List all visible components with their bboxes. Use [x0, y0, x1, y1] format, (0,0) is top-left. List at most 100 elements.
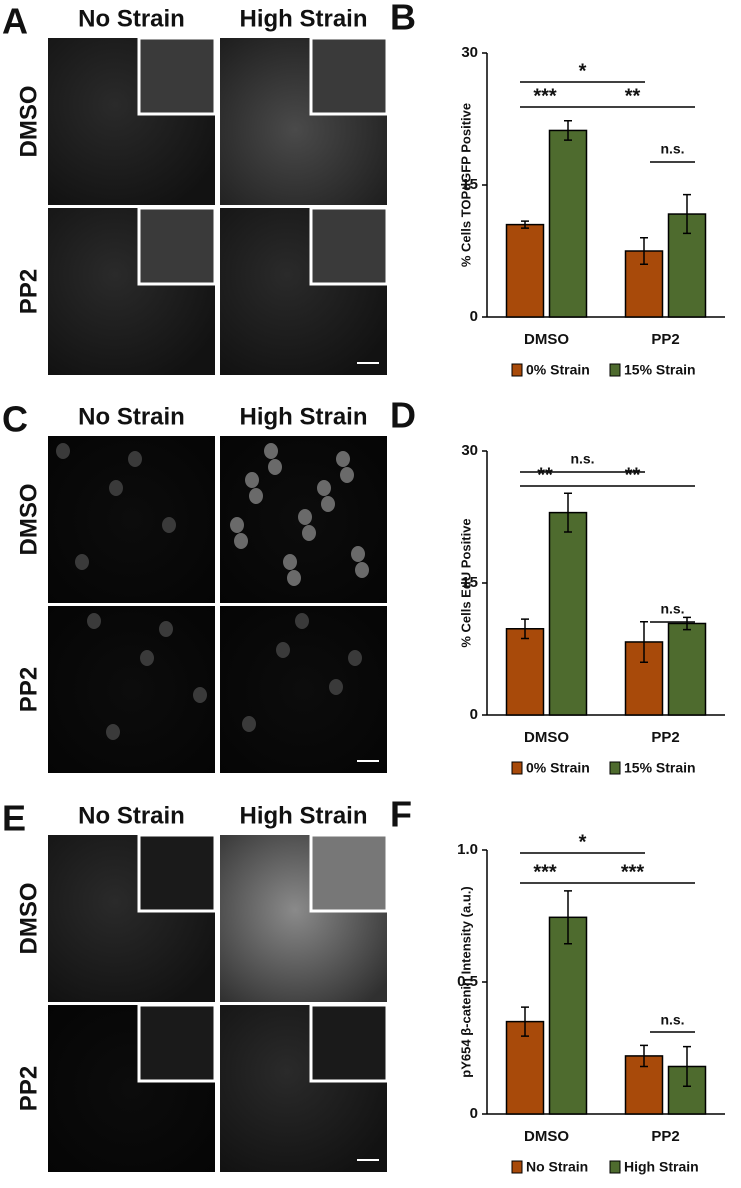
significance-label: ** [625, 464, 641, 486]
column-header: No Strain [78, 802, 185, 829]
legend-swatch [609, 363, 621, 377]
nucleus [355, 562, 369, 578]
nucleus [302, 525, 316, 541]
column-header: No Strain [78, 403, 185, 430]
error-bar [521, 1006, 529, 1037]
nucleus [230, 517, 244, 533]
error-bar [640, 237, 648, 265]
y-tick-label: 15 [461, 176, 478, 193]
panel-letter: E [2, 798, 26, 839]
nucleus [140, 650, 154, 666]
x-tick-label: PP2 [651, 729, 679, 746]
panel-letter: F [390, 794, 412, 835]
error-bar [521, 220, 529, 229]
panel-letter: B [390, 0, 416, 38]
x-tick-label: DMSO [524, 729, 569, 746]
nucleus [264, 443, 278, 459]
row-label: PP2 [15, 1066, 42, 1111]
nucleus [162, 517, 176, 533]
bar [548, 916, 588, 1115]
error-bar [640, 1044, 648, 1068]
row-label: DMSO [15, 86, 42, 158]
significance-label: ** [537, 464, 553, 486]
significance-label: *** [533, 861, 557, 883]
micrograph [48, 606, 215, 773]
bar [505, 223, 545, 318]
y-tick-label: 1.0 [457, 841, 478, 858]
significance-label: *** [533, 85, 557, 107]
column-header: High Strain [239, 5, 367, 32]
bar [548, 511, 588, 716]
error-bar [564, 492, 572, 533]
inset [137, 833, 217, 913]
nucleus [128, 451, 142, 467]
legend-swatch [511, 1160, 523, 1174]
x-tick-label: DMSO [524, 1128, 569, 1145]
bar [667, 622, 707, 716]
y-tick-label: 0 [470, 706, 478, 723]
legend-swatch [511, 761, 523, 775]
row-label: DMSO [15, 883, 42, 955]
y-tick-label: 30 [461, 442, 478, 459]
legend-label: 0% Strain [526, 760, 590, 776]
legend-label: 0% Strain [526, 362, 590, 378]
bar [505, 628, 545, 716]
inset [309, 36, 389, 116]
nucleus [106, 724, 120, 740]
nucleus [321, 496, 335, 512]
inset [309, 206, 389, 286]
panel-letter: A [2, 1, 28, 42]
nucleus [242, 716, 256, 732]
row-label: DMSO [15, 484, 42, 556]
y-axis-title: % Cells EdU Positive [458, 518, 473, 647]
legend-swatch [609, 1160, 621, 1174]
inset [309, 1003, 389, 1083]
panel-letter: D [390, 395, 416, 436]
legend-swatch [609, 761, 621, 775]
inset [137, 36, 217, 116]
significance-label: ** [625, 85, 641, 107]
x-tick-label: PP2 [651, 1128, 679, 1145]
nucleus [56, 443, 70, 459]
nucleus [109, 480, 123, 496]
y-tick-label: 0 [470, 1105, 478, 1122]
legend-label: 15% Strain [624, 362, 696, 378]
significance-label: * [579, 60, 587, 82]
nucleus [340, 467, 354, 483]
column-header: High Strain [239, 403, 367, 430]
nucleus [245, 472, 259, 488]
error-bar [564, 120, 572, 141]
nucleus [159, 621, 173, 637]
y-tick-label: 15 [461, 574, 478, 591]
significance-label: n.s. [660, 141, 684, 157]
bar [548, 129, 588, 318]
y-tick-label: 0.5 [457, 973, 478, 990]
bar [505, 1020, 545, 1115]
nucleus [276, 642, 290, 658]
nucleus [283, 554, 297, 570]
nucleus [298, 509, 312, 525]
legend-swatch [511, 363, 523, 377]
inset [309, 833, 389, 913]
panel-letter: C [2, 399, 28, 440]
legend-label: High Strain [624, 1159, 699, 1175]
significance-label: n.s. [570, 451, 594, 467]
x-tick-label: DMSO [524, 331, 569, 348]
nucleus [348, 650, 362, 666]
nucleus [249, 488, 263, 504]
x-tick-label: PP2 [651, 331, 679, 348]
significance-label: n.s. [660, 1012, 684, 1028]
row-label: PP2 [15, 269, 42, 314]
nucleus [351, 546, 365, 562]
nucleus [287, 570, 301, 586]
inset [137, 206, 217, 286]
error-bar [683, 1045, 691, 1088]
nucleus [336, 451, 350, 467]
y-axis-title: pY654 β-catenin Intensity (a.u.) [458, 886, 473, 1077]
nucleus [329, 679, 343, 695]
significance-label: * [579, 831, 587, 853]
significance-label: *** [621, 861, 645, 883]
column-header: High Strain [239, 802, 367, 829]
nucleus [295, 613, 309, 629]
